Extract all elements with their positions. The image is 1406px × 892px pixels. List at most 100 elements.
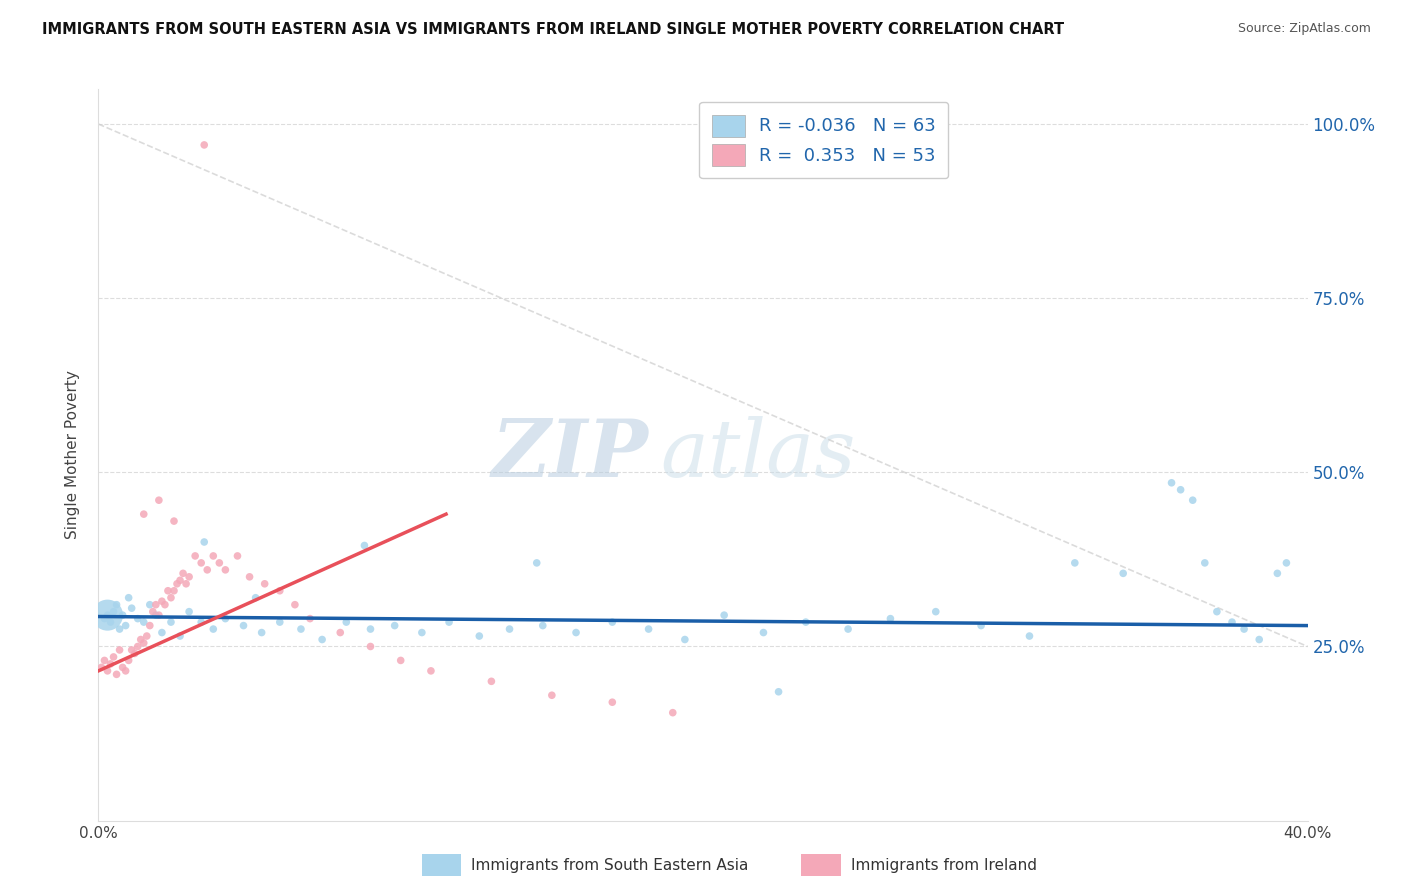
Point (1249, 632, 1271, 647)
Point (184, 549, 207, 563)
Point (384, 618, 406, 632)
Point (145, 598, 167, 612)
Point (114, 664, 136, 678)
Point (121, 601, 143, 615)
Point (142, 605, 165, 619)
Point (269, 615, 291, 629)
Point (1194, 556, 1216, 570)
Point (139, 598, 162, 612)
Point (166, 576, 188, 591)
Point (132, 507, 155, 521)
Point (103, 605, 125, 619)
Point (163, 514, 186, 528)
Text: IMMIGRANTS FROM SOUTH EASTERN ASIA VS IMMIGRANTS FROM IRELAND SINGLE MOTHER POVE: IMMIGRANTS FROM SOUTH EASTERN ASIA VS IM… (42, 22, 1064, 37)
Point (111, 608, 134, 623)
Point (437, 615, 460, 629)
Point (335, 615, 357, 629)
Point (156, 583, 179, 598)
Point (284, 598, 307, 612)
Point (673, 632, 696, 647)
Point (172, 566, 194, 581)
Point (148, 493, 170, 508)
Point (1275, 556, 1298, 570)
Point (602, 695, 624, 709)
Point (132, 615, 155, 629)
Point (202, 549, 225, 563)
Point (214, 563, 236, 577)
Point (1181, 493, 1204, 508)
Point (299, 612, 322, 626)
Point (179, 605, 201, 619)
Point (1206, 605, 1229, 619)
Point (411, 625, 433, 640)
Point (150, 625, 173, 640)
Legend: R = -0.036   N = 63, R =  0.353   N = 53: R = -0.036 N = 63, R = 0.353 N = 53 (699, 102, 949, 178)
Point (481, 674, 503, 689)
Point (114, 618, 136, 632)
Point (179, 570, 201, 584)
Point (837, 622, 859, 636)
Point (90, 660, 112, 674)
Point (269, 583, 291, 598)
Point (1267, 566, 1289, 581)
Point (1170, 483, 1192, 497)
Point (169, 574, 191, 588)
Point (202, 622, 225, 636)
Point (132, 636, 155, 650)
Point (253, 576, 276, 591)
Point (105, 598, 128, 612)
Point (526, 556, 548, 570)
Point (190, 556, 212, 570)
Point (329, 625, 352, 640)
Point (135, 629, 157, 643)
Point (713, 608, 735, 623)
Point (148, 608, 170, 623)
Point (1063, 556, 1085, 570)
Point (129, 632, 152, 647)
Y-axis label: Single Mother Poverty: Single Mother Poverty (65, 370, 80, 540)
Point (96, 608, 118, 623)
Point (108, 643, 131, 657)
Point (118, 591, 141, 605)
Point (195, 563, 218, 577)
Point (1018, 629, 1040, 643)
Point (245, 591, 267, 605)
Point (190, 615, 212, 629)
Point (127, 612, 149, 626)
Point (208, 556, 231, 570)
Point (118, 653, 141, 667)
Point (103, 649, 125, 664)
Point (174, 576, 197, 591)
Point (150, 594, 173, 608)
Text: Immigrants from Ireland: Immigrants from Ireland (851, 858, 1036, 872)
Point (420, 664, 443, 678)
Point (127, 640, 149, 654)
Point (498, 622, 520, 636)
Point (311, 632, 333, 647)
Point (93, 612, 115, 626)
Point (139, 618, 162, 632)
Point (169, 629, 191, 643)
Text: Immigrants from South Eastern Asia: Immigrants from South Eastern Asia (471, 858, 748, 872)
Point (353, 539, 375, 553)
Text: Source: ZipAtlas.com: Source: ZipAtlas.com (1237, 22, 1371, 36)
Point (389, 653, 412, 667)
Point (879, 612, 901, 626)
Point (637, 622, 659, 636)
Text: atlas: atlas (661, 417, 856, 493)
Point (1233, 622, 1256, 636)
Point (565, 625, 588, 640)
Point (145, 608, 167, 623)
Text: ZIP: ZIP (492, 417, 648, 493)
Point (193, 535, 215, 549)
Point (105, 667, 128, 681)
Point (531, 618, 554, 632)
Point (970, 618, 993, 632)
Point (108, 622, 131, 636)
Point (360, 640, 382, 654)
Point (96, 608, 118, 623)
Point (153, 598, 176, 612)
Point (250, 625, 273, 640)
Point (226, 549, 249, 563)
Point (1160, 475, 1182, 490)
